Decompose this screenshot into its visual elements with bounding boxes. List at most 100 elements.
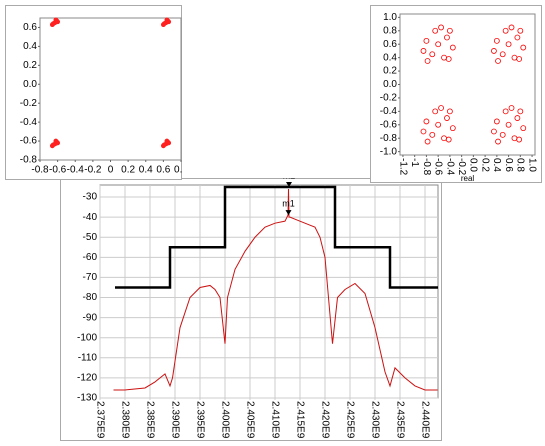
- y-tick-label: -0.8: [20, 155, 38, 166]
- chart-panel: -1.0-0.8-0.6-0.4-0.20.00.20.40.60.81.0-1…: [370, 5, 542, 183]
- x-tick-label: -1.2: [397, 158, 408, 176]
- y-tick-label: -0.6: [380, 119, 398, 130]
- y-tick-label: -0.4: [20, 117, 38, 128]
- x-axis-label: real: [461, 174, 475, 183]
- x-tick-label: 2.410E9: [269, 401, 280, 439]
- x-tick-label: 2.425E9: [344, 401, 355, 439]
- x-tick-label: 2.430E9: [369, 401, 380, 439]
- scatter-point: [502, 108, 509, 115]
- scatter-point: [449, 125, 456, 132]
- x-tick-label: 0.2: [121, 165, 135, 176]
- scatter-point: [446, 108, 453, 115]
- scatter-point: [499, 51, 506, 58]
- x-tick-label: 2.395E9: [194, 401, 205, 439]
- x-tick-label: 2.405E9: [244, 401, 255, 439]
- y-tick-label: 0.0: [23, 79, 37, 90]
- marker-label: m1: [282, 199, 295, 209]
- y-tick-label: -30: [83, 192, 98, 203]
- x-tick-label: 2.375E9: [94, 401, 105, 439]
- panel-background: [5, 5, 182, 180]
- y-tick-label: -80: [83, 292, 98, 303]
- x-tick-label: 2.435E9: [394, 401, 405, 439]
- scatter-point: [508, 24, 515, 31]
- x-tick-label: 0.6: [503, 158, 514, 172]
- scatter-point: [420, 48, 427, 54]
- scatter-point: [491, 48, 497, 54]
- y-tick-label: 0.2: [23, 60, 37, 71]
- scatter-point: [493, 118, 500, 125]
- y-tick-label: -90: [83, 312, 98, 323]
- scatter-point: [495, 58, 501, 64]
- scatter-point: [445, 136, 452, 143]
- scatter-point: [429, 51, 436, 58]
- x-tick-label: -0.4: [444, 158, 455, 176]
- scatter-point: [516, 56, 523, 62]
- y-tick-label: -60: [83, 252, 98, 263]
- scatter-point: [514, 115, 521, 121]
- y-tick-label: -40: [83, 212, 98, 223]
- scatter-point: [502, 27, 509, 34]
- y-tick-label: -0.4: [380, 106, 398, 117]
- y-tick-label: -0.2: [380, 93, 398, 104]
- y-tick-label: 0.6: [383, 39, 397, 50]
- scatter-point: [435, 121, 442, 128]
- y-tick-label: -0.8: [380, 133, 398, 144]
- scatter-point: [516, 136, 523, 143]
- scatter-point: [520, 44, 527, 51]
- scatter-point: [446, 27, 453, 34]
- scatter-point: [50, 142, 56, 148]
- marker-triangle: [285, 210, 292, 216]
- y-tick-label: -1.0: [380, 146, 398, 157]
- marker-triangle: [286, 182, 292, 188]
- y-tick-label: -50: [83, 232, 98, 243]
- x-tick-label: 0.2: [479, 158, 490, 172]
- scatter-point: [424, 58, 431, 64]
- x-tick-label: 2.415E9: [294, 401, 305, 439]
- scatter-point: [493, 37, 500, 44]
- scatter-point: [517, 108, 524, 115]
- x-tick-label: 1.0: [526, 158, 537, 172]
- series-line: [115, 185, 438, 289]
- x-tick-label: -0.8: [31, 165, 49, 176]
- scatter-point: [50, 21, 56, 27]
- scatter-point: [508, 105, 515, 111]
- scatter-point: [449, 44, 456, 51]
- scatter-point: [161, 142, 167, 148]
- y-tick-label: -130: [77, 393, 97, 404]
- series-line: [113, 189, 438, 391]
- y-tick-label: 0.8: [383, 25, 397, 36]
- scatter-point: [438, 24, 444, 31]
- x-tick-label: 0.4: [491, 158, 502, 172]
- scatter-point: [495, 138, 501, 145]
- y-tick-label: 0.4: [383, 52, 397, 63]
- y-tick-label: -0.2: [20, 98, 38, 109]
- y-tick-label: 0.2: [383, 66, 397, 77]
- y-tick-label: -100: [77, 332, 97, 343]
- x-tick-label: 0.4: [139, 165, 153, 176]
- scatter-point: [429, 131, 436, 138]
- x-tick-label: -0.6: [49, 165, 67, 176]
- y-tick-label: 0.0: [383, 79, 397, 90]
- y-tick-label: -70: [83, 272, 98, 283]
- x-tick-label: 0.0: [468, 158, 479, 172]
- scatter-point: [55, 140, 61, 146]
- scatter-point: [438, 105, 444, 111]
- scatter-point: [517, 27, 524, 34]
- x-tick-label: 2.390E9: [169, 401, 180, 439]
- x-tick-label: -0.8: [421, 158, 432, 176]
- scatter-point: [505, 121, 512, 128]
- scatter-point: [423, 37, 430, 44]
- scatter-point: [514, 34, 521, 41]
- x-tick-label: 2.440E9: [419, 401, 430, 439]
- scatter-point: [435, 41, 442, 48]
- chart-panel: -130 -120 -110 -100 -90 -80 -70 -60 -50 -40 -30 2.3…: [60, 178, 442, 441]
- y-tick-label: -120: [77, 373, 97, 384]
- x-tick-label: 0: [108, 165, 114, 176]
- scatter-point: [505, 41, 512, 48]
- x-tick-label: 2.385E9: [144, 401, 155, 439]
- y-tick-label: -110: [78, 352, 98, 363]
- scatter-point: [491, 128, 497, 135]
- scatter-point: [432, 27, 439, 34]
- x-tick-label: 2.420E9: [319, 401, 330, 439]
